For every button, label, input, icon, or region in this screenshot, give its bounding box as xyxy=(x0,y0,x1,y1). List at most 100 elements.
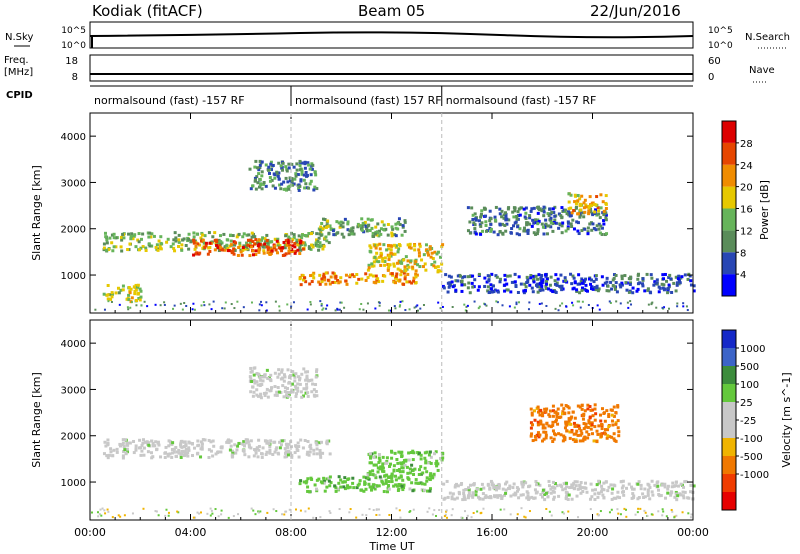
echo-cell xyxy=(489,227,493,231)
echo-cell xyxy=(593,498,597,502)
echo-cell xyxy=(250,231,254,235)
echo-cell xyxy=(572,432,576,436)
echo-cell xyxy=(618,283,622,287)
echo-cell xyxy=(542,232,546,236)
echo-cell xyxy=(192,240,196,244)
echo-cell xyxy=(428,245,432,249)
echo-cell xyxy=(593,425,597,429)
echo-cell xyxy=(553,205,557,209)
ground-speckle xyxy=(154,303,157,306)
echo-cell xyxy=(646,482,650,486)
echo-cell xyxy=(368,485,372,489)
echo-cell xyxy=(534,483,538,487)
echo-cell xyxy=(599,419,603,423)
echo-cell xyxy=(477,285,481,289)
echo-cell xyxy=(551,420,555,424)
echo-cell xyxy=(422,253,426,257)
echo-cell xyxy=(230,455,234,459)
ground-speckle xyxy=(159,304,162,307)
ground-speckle xyxy=(665,515,668,518)
echo-cell xyxy=(315,238,319,242)
echo-cell xyxy=(257,242,261,246)
echo-cell xyxy=(480,209,484,213)
echo-cell xyxy=(560,206,564,210)
echo-cell xyxy=(385,456,389,460)
echo-cell xyxy=(591,287,595,291)
echo-cell xyxy=(606,428,610,432)
echo-cell xyxy=(125,447,129,451)
echo-cell xyxy=(587,433,591,437)
echo-cell xyxy=(284,165,288,169)
echo-cell xyxy=(576,199,580,203)
echo-cell xyxy=(522,226,526,230)
echo-cell xyxy=(610,435,614,439)
echo-cell xyxy=(246,243,250,247)
echo-cell xyxy=(637,480,641,484)
echo-cell xyxy=(285,167,289,171)
echo-cell xyxy=(588,421,592,425)
echo-cell xyxy=(186,454,190,458)
echo-cell xyxy=(166,452,170,456)
ground-speckle xyxy=(365,514,368,517)
echo-cell xyxy=(507,486,511,490)
echo-cell xyxy=(112,448,116,452)
echo-cell xyxy=(309,179,313,183)
echo-cell xyxy=(530,286,534,290)
echo-cell xyxy=(287,249,291,253)
echo-cell xyxy=(506,274,510,278)
echo-cell xyxy=(605,409,609,413)
echo-cell xyxy=(498,280,502,284)
echo-cell xyxy=(679,482,683,486)
echo-cell xyxy=(692,289,696,293)
echo-cell xyxy=(527,497,531,501)
echo-cell xyxy=(655,278,659,282)
ground-speckle xyxy=(101,507,104,510)
velocity-colorbar-tick-label: -25 xyxy=(740,416,756,427)
echo-cell xyxy=(105,241,109,245)
echo-cell xyxy=(508,484,512,488)
echo-cell xyxy=(396,278,400,282)
echo-cell xyxy=(307,186,311,190)
echo-cell xyxy=(535,232,539,236)
echo-cell xyxy=(570,211,574,215)
echo-cell xyxy=(372,260,376,264)
echo-cell xyxy=(550,210,554,214)
echo-cell xyxy=(548,283,552,287)
echo-cell xyxy=(581,413,585,417)
echo-cell xyxy=(109,297,113,301)
echo-cell xyxy=(308,378,312,382)
ground-speckle xyxy=(463,303,466,306)
echo-cell xyxy=(264,391,268,395)
echo-cell xyxy=(300,236,304,240)
echo-cell xyxy=(466,494,470,498)
echo-cell xyxy=(552,497,556,501)
echo-cell xyxy=(317,236,321,240)
echo-cell xyxy=(456,279,460,283)
echo-cell xyxy=(390,472,394,476)
echo-cell xyxy=(674,289,678,293)
echo-cell xyxy=(343,217,347,221)
echo-cell xyxy=(674,492,678,496)
echo-cell xyxy=(107,453,111,457)
echo-cell xyxy=(369,273,373,277)
echo-cell xyxy=(309,476,313,480)
ground-speckle xyxy=(651,301,654,304)
ground-speckle xyxy=(662,510,665,513)
velocity-colorbar-tick-label: 25 xyxy=(740,398,753,409)
echo-cell xyxy=(646,488,650,492)
ground-speckle xyxy=(477,307,480,310)
echo-cell xyxy=(599,193,603,197)
echo-cell xyxy=(257,448,261,452)
echo-cell xyxy=(689,283,693,287)
echo-cell xyxy=(116,286,120,290)
echo-cell xyxy=(554,418,558,422)
ground-speckle xyxy=(360,302,363,305)
echo-cell xyxy=(666,484,670,488)
echo-cell xyxy=(532,496,536,500)
echo-cell xyxy=(221,248,225,252)
echo-cell xyxy=(369,246,373,250)
echo-cell xyxy=(627,290,631,294)
echo-cell xyxy=(586,232,590,236)
echo-cell xyxy=(534,232,538,236)
echo-cell xyxy=(542,214,546,218)
